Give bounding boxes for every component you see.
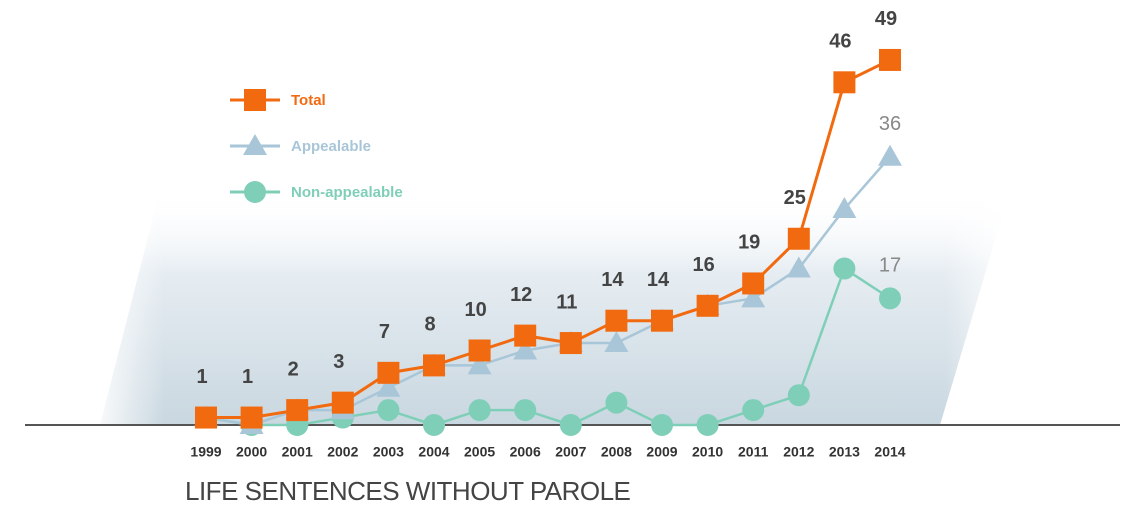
- data-label: 7: [379, 321, 390, 343]
- data-label: 1: [196, 366, 207, 388]
- x-tick-label: 2000: [236, 444, 267, 460]
- marker-circle: [787, 384, 810, 407]
- x-tick-label: 2013: [829, 444, 860, 460]
- background-plane: [90, 185, 1020, 430]
- legend-label: Appealable: [291, 138, 371, 155]
- marker-square: [423, 354, 445, 377]
- data-label: 14: [601, 269, 624, 291]
- marker-triangle: [513, 338, 538, 360]
- marker-square: [787, 227, 810, 250]
- marker-square: [559, 332, 582, 355]
- x-tick-label: 2003: [373, 444, 404, 460]
- x-tick-label: 2004: [418, 444, 449, 460]
- data-label: 10: [464, 299, 486, 321]
- marker-square: [514, 324, 537, 347]
- x-tick-label: 2001: [282, 444, 313, 460]
- x-tick-label: 2009: [646, 444, 677, 460]
- marker-circle: [833, 257, 856, 280]
- x-tick-label: 2012: [783, 444, 814, 460]
- marker-triangle: [832, 196, 857, 218]
- marker-circle: [879, 287, 901, 310]
- marker-circle: [559, 414, 582, 436]
- marker-square: [286, 399, 309, 422]
- data-label: 19: [738, 232, 760, 254]
- series-line: [206, 58, 891, 420]
- marker-circle: [514, 399, 537, 422]
- x-tick-label: 1999: [190, 444, 221, 460]
- marker-circle: [423, 414, 445, 436]
- x-tick-label: 2006: [510, 444, 541, 460]
- data-label: 16: [692, 254, 714, 276]
- marker-circle: [468, 399, 491, 422]
- series-line: [205, 155, 891, 427]
- marker-square: [651, 309, 673, 332]
- x-tick-label: 2014: [874, 444, 905, 460]
- marker-triangle: [741, 286, 766, 308]
- marker-circle: [651, 414, 673, 436]
- marker-square: [833, 71, 856, 94]
- marker-triangle: [467, 353, 492, 375]
- x-tick-label: 2005: [464, 444, 495, 460]
- marker-square: [468, 339, 491, 362]
- legend-label: Total: [291, 92, 326, 109]
- series-line: [205, 266, 891, 427]
- marker-square: [742, 272, 765, 295]
- marker-square: [377, 361, 400, 384]
- marker-circle: [696, 414, 719, 436]
- data-label: 3: [333, 351, 344, 373]
- legend-marker: [244, 89, 266, 111]
- data-label: 12: [510, 284, 532, 306]
- marker-triangle: [786, 256, 811, 278]
- data-label: 49: [875, 8, 897, 30]
- legend-marker: [243, 134, 267, 155]
- x-tick-label: 2007: [555, 444, 586, 460]
- marker-square: [195, 406, 217, 429]
- marker-square: [605, 309, 628, 332]
- data-label: 14: [647, 269, 670, 291]
- chart-title: LIFE SENTENCES WITHOUT PAROLE: [185, 476, 631, 506]
- marker-circle: [742, 399, 765, 422]
- marker-square: [331, 391, 354, 414]
- data-label: 46: [829, 31, 851, 53]
- marker-square: [240, 406, 263, 429]
- plot-area: 1999 2000 2001 2002 2003 2004 2005 2006 2007 2008…: [190, 8, 905, 459]
- data-label: 17: [879, 255, 901, 277]
- data-label: 36: [879, 113, 901, 135]
- marker-triangle: [376, 375, 401, 397]
- marker-circle: [605, 391, 628, 414]
- x-tick-label: 2010: [692, 444, 723, 460]
- marker-square: [879, 48, 901, 71]
- data-label: 11: [556, 291, 577, 313]
- data-label: 1: [242, 366, 253, 388]
- data-label: 2: [288, 358, 299, 380]
- marker-triangle: [604, 331, 629, 353]
- x-tick-label: 2002: [327, 444, 358, 460]
- x-tick-label: 2011: [738, 444, 769, 460]
- marker-triangle: [878, 144, 902, 166]
- data-label: 8: [424, 314, 435, 336]
- legend-label: Non-appealable: [291, 184, 403, 201]
- marker-square: [696, 294, 719, 317]
- data-label: 25: [784, 187, 806, 209]
- x-tick-label: 2008: [601, 444, 632, 460]
- marker-circle: [377, 399, 400, 422]
- legend-marker: [244, 181, 266, 203]
